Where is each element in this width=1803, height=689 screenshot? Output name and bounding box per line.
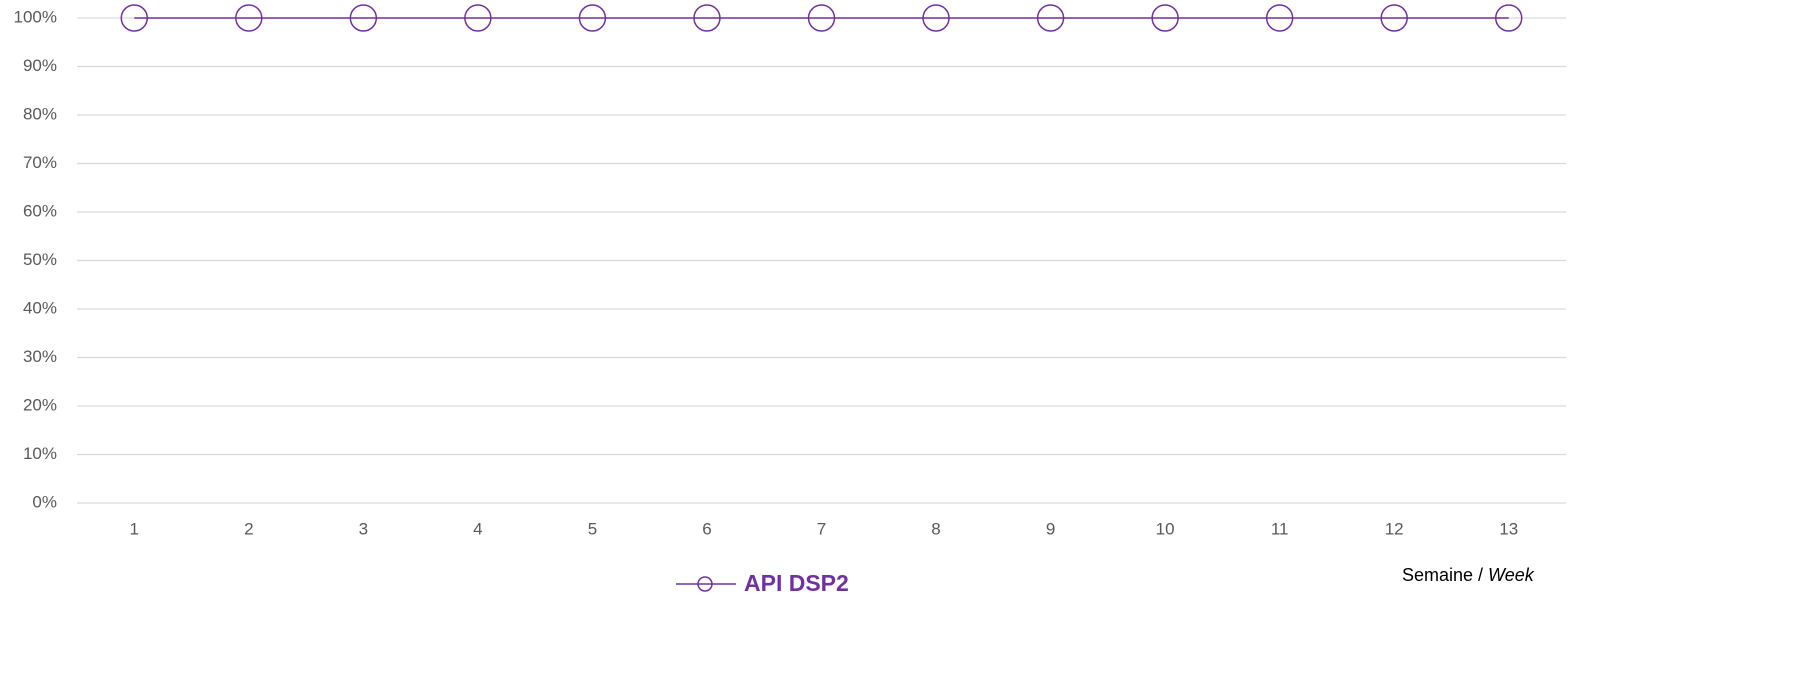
y-tick-label: 90% [23, 56, 57, 75]
x-tick-label: 11 [1271, 519, 1289, 538]
x-tick-label: 2 [244, 519, 253, 538]
point-marker [349, 4, 378, 32]
point-marker [807, 4, 836, 32]
x-axis-label: Semaine / Week [1402, 565, 1535, 585]
x-tick-label: 7 [817, 519, 826, 538]
x-tick-label: 8 [931, 519, 940, 538]
y-tick-label: 60% [23, 201, 57, 220]
y-tick-label: 30% [23, 347, 57, 366]
x-tick-label: 6 [702, 519, 711, 538]
x-axis-label-main: Semaine / [1402, 565, 1483, 585]
x-axis-label-italic: Week [1488, 565, 1535, 585]
point-marker [693, 4, 721, 32]
y-tick-label: 100% [14, 7, 57, 26]
x-tick-label: 13 [1499, 519, 1518, 538]
point-marker [235, 4, 263, 32]
point-marker [1494, 4, 1523, 32]
point-marker [1036, 4, 1065, 32]
x-tick-label: 12 [1385, 519, 1404, 538]
point-marker [120, 4, 149, 32]
x-tick-label: 9 [1046, 519, 1055, 538]
y-tick-label: 20% [23, 395, 57, 414]
y-tick-label: 10% [23, 444, 57, 463]
y-tick-label: 50% [23, 250, 57, 269]
y-tick-label: 80% [23, 104, 57, 123]
legend-marker [697, 576, 713, 592]
y-tick-label: 0% [32, 492, 57, 511]
x-tick-label: 3 [359, 519, 368, 538]
legend-label: API DSP2 [744, 570, 849, 596]
x-tick-label: 1 [130, 519, 139, 538]
x-tick-label: 5 [588, 519, 597, 538]
point-marker [578, 4, 607, 32]
point-marker [1151, 4, 1179, 32]
point-marker [1265, 4, 1294, 32]
y-tick-label: 40% [23, 298, 57, 317]
point-marker [1380, 4, 1408, 32]
point-marker [464, 4, 492, 32]
point-marker [922, 4, 950, 32]
x-tick-label: 10 [1156, 519, 1175, 538]
y-tick-label: 70% [23, 153, 57, 172]
x-tick-label: 4 [473, 519, 482, 538]
